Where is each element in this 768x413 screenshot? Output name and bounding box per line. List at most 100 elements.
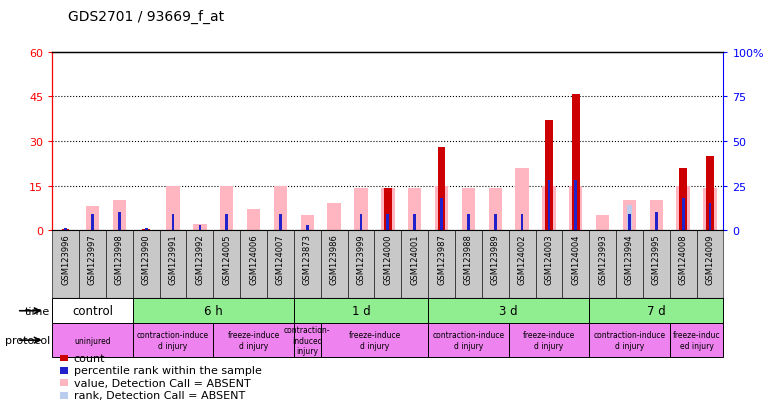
- Bar: [628, 214, 631, 230]
- Bar: [703, 189, 717, 230]
- Text: freeze-induce
d injury: freeze-induce d injury: [349, 331, 401, 350]
- Text: value, Detection Call = ABSENT: value, Detection Call = ABSENT: [74, 378, 250, 388]
- Bar: [548, 181, 551, 230]
- Text: GSM123992: GSM123992: [195, 234, 204, 285]
- Bar: [462, 189, 475, 230]
- Bar: [279, 214, 282, 230]
- Bar: [327, 204, 341, 230]
- Bar: [65, 229, 67, 230]
- Bar: [348, 230, 375, 299]
- Text: contraction-induce
d injury: contraction-induce d injury: [137, 331, 209, 350]
- Bar: [440, 199, 443, 230]
- Text: GSM123999: GSM123999: [356, 234, 366, 285]
- Bar: [167, 186, 180, 230]
- Text: GSM124000: GSM124000: [383, 234, 392, 284]
- Text: count: count: [74, 353, 105, 363]
- Text: GSM123995: GSM123995: [652, 234, 660, 285]
- Bar: [142, 229, 150, 230]
- Bar: [384, 189, 392, 230]
- Text: GSM123987: GSM123987: [437, 234, 446, 285]
- Text: 3 d: 3 d: [499, 304, 518, 318]
- Bar: [542, 186, 555, 230]
- Bar: [52, 230, 79, 299]
- Bar: [199, 225, 201, 230]
- Text: GSM123988: GSM123988: [464, 234, 473, 285]
- Bar: [220, 186, 233, 230]
- Bar: [508, 230, 535, 299]
- Bar: [589, 299, 723, 323]
- Bar: [214, 323, 294, 357]
- Text: GSM123997: GSM123997: [88, 234, 97, 285]
- Bar: [91, 214, 94, 230]
- Text: 6 h: 6 h: [204, 304, 223, 318]
- Bar: [428, 323, 508, 357]
- Bar: [435, 186, 449, 230]
- Text: freeze-induce
d injury: freeze-induce d injury: [227, 331, 280, 350]
- Bar: [508, 323, 589, 357]
- Bar: [535, 230, 562, 299]
- Bar: [300, 216, 314, 230]
- Text: GSM124008: GSM124008: [679, 234, 687, 285]
- Text: protocol: protocol: [5, 335, 50, 345]
- Bar: [482, 230, 508, 299]
- Text: percentile rank within the sample: percentile rank within the sample: [74, 366, 262, 375]
- Bar: [623, 201, 636, 230]
- Bar: [616, 230, 643, 299]
- Bar: [381, 189, 395, 230]
- Text: freeze-induce
d injury: freeze-induce d injury: [523, 331, 575, 350]
- Bar: [589, 323, 670, 357]
- Text: GSM124003: GSM124003: [545, 234, 554, 285]
- Bar: [413, 214, 416, 230]
- Text: GSM123993: GSM123993: [598, 234, 607, 285]
- Bar: [62, 229, 69, 230]
- Text: uninjured: uninjured: [74, 336, 111, 345]
- Bar: [321, 230, 348, 299]
- Bar: [294, 230, 321, 299]
- Text: GSM124006: GSM124006: [249, 234, 258, 285]
- Bar: [494, 214, 497, 230]
- Text: GSM123998: GSM123998: [115, 234, 124, 285]
- Bar: [267, 230, 294, 299]
- Bar: [86, 207, 99, 230]
- Bar: [240, 230, 267, 299]
- Text: freeze-induc
ed injury: freeze-induc ed injury: [673, 331, 720, 350]
- Bar: [106, 230, 133, 299]
- Bar: [172, 214, 174, 230]
- Bar: [677, 186, 690, 230]
- Bar: [488, 189, 502, 230]
- Bar: [707, 157, 713, 230]
- Text: control: control: [72, 304, 113, 318]
- Text: GSM124001: GSM124001: [410, 234, 419, 284]
- Text: GSM123991: GSM123991: [168, 234, 177, 285]
- Bar: [52, 299, 133, 323]
- Text: GSM124007: GSM124007: [276, 234, 285, 285]
- Bar: [438, 147, 445, 230]
- Bar: [160, 230, 187, 299]
- Text: rank, Detection Call = ABSENT: rank, Detection Call = ABSENT: [74, 390, 245, 400]
- Bar: [562, 230, 589, 299]
- Bar: [515, 169, 529, 230]
- Bar: [133, 323, 214, 357]
- Text: GSM124009: GSM124009: [706, 234, 714, 284]
- Bar: [680, 169, 687, 230]
- Bar: [375, 230, 401, 299]
- Bar: [643, 230, 670, 299]
- Text: 1 d: 1 d: [352, 304, 370, 318]
- Bar: [655, 213, 657, 230]
- Text: contraction-induce
d injury: contraction-induce d injury: [594, 331, 666, 350]
- Bar: [596, 216, 609, 230]
- Bar: [439, 204, 444, 230]
- Bar: [113, 201, 126, 230]
- Text: GSM123989: GSM123989: [491, 234, 500, 285]
- Bar: [467, 214, 470, 230]
- Bar: [545, 121, 553, 230]
- Bar: [306, 225, 309, 230]
- Bar: [682, 199, 684, 230]
- Bar: [79, 230, 106, 299]
- Text: contraction-
induced
injury: contraction- induced injury: [284, 325, 330, 355]
- Bar: [118, 213, 121, 230]
- Bar: [354, 189, 368, 230]
- Bar: [225, 214, 228, 230]
- Bar: [52, 323, 133, 357]
- Text: contraction-induce
d injury: contraction-induce d injury: [432, 331, 505, 350]
